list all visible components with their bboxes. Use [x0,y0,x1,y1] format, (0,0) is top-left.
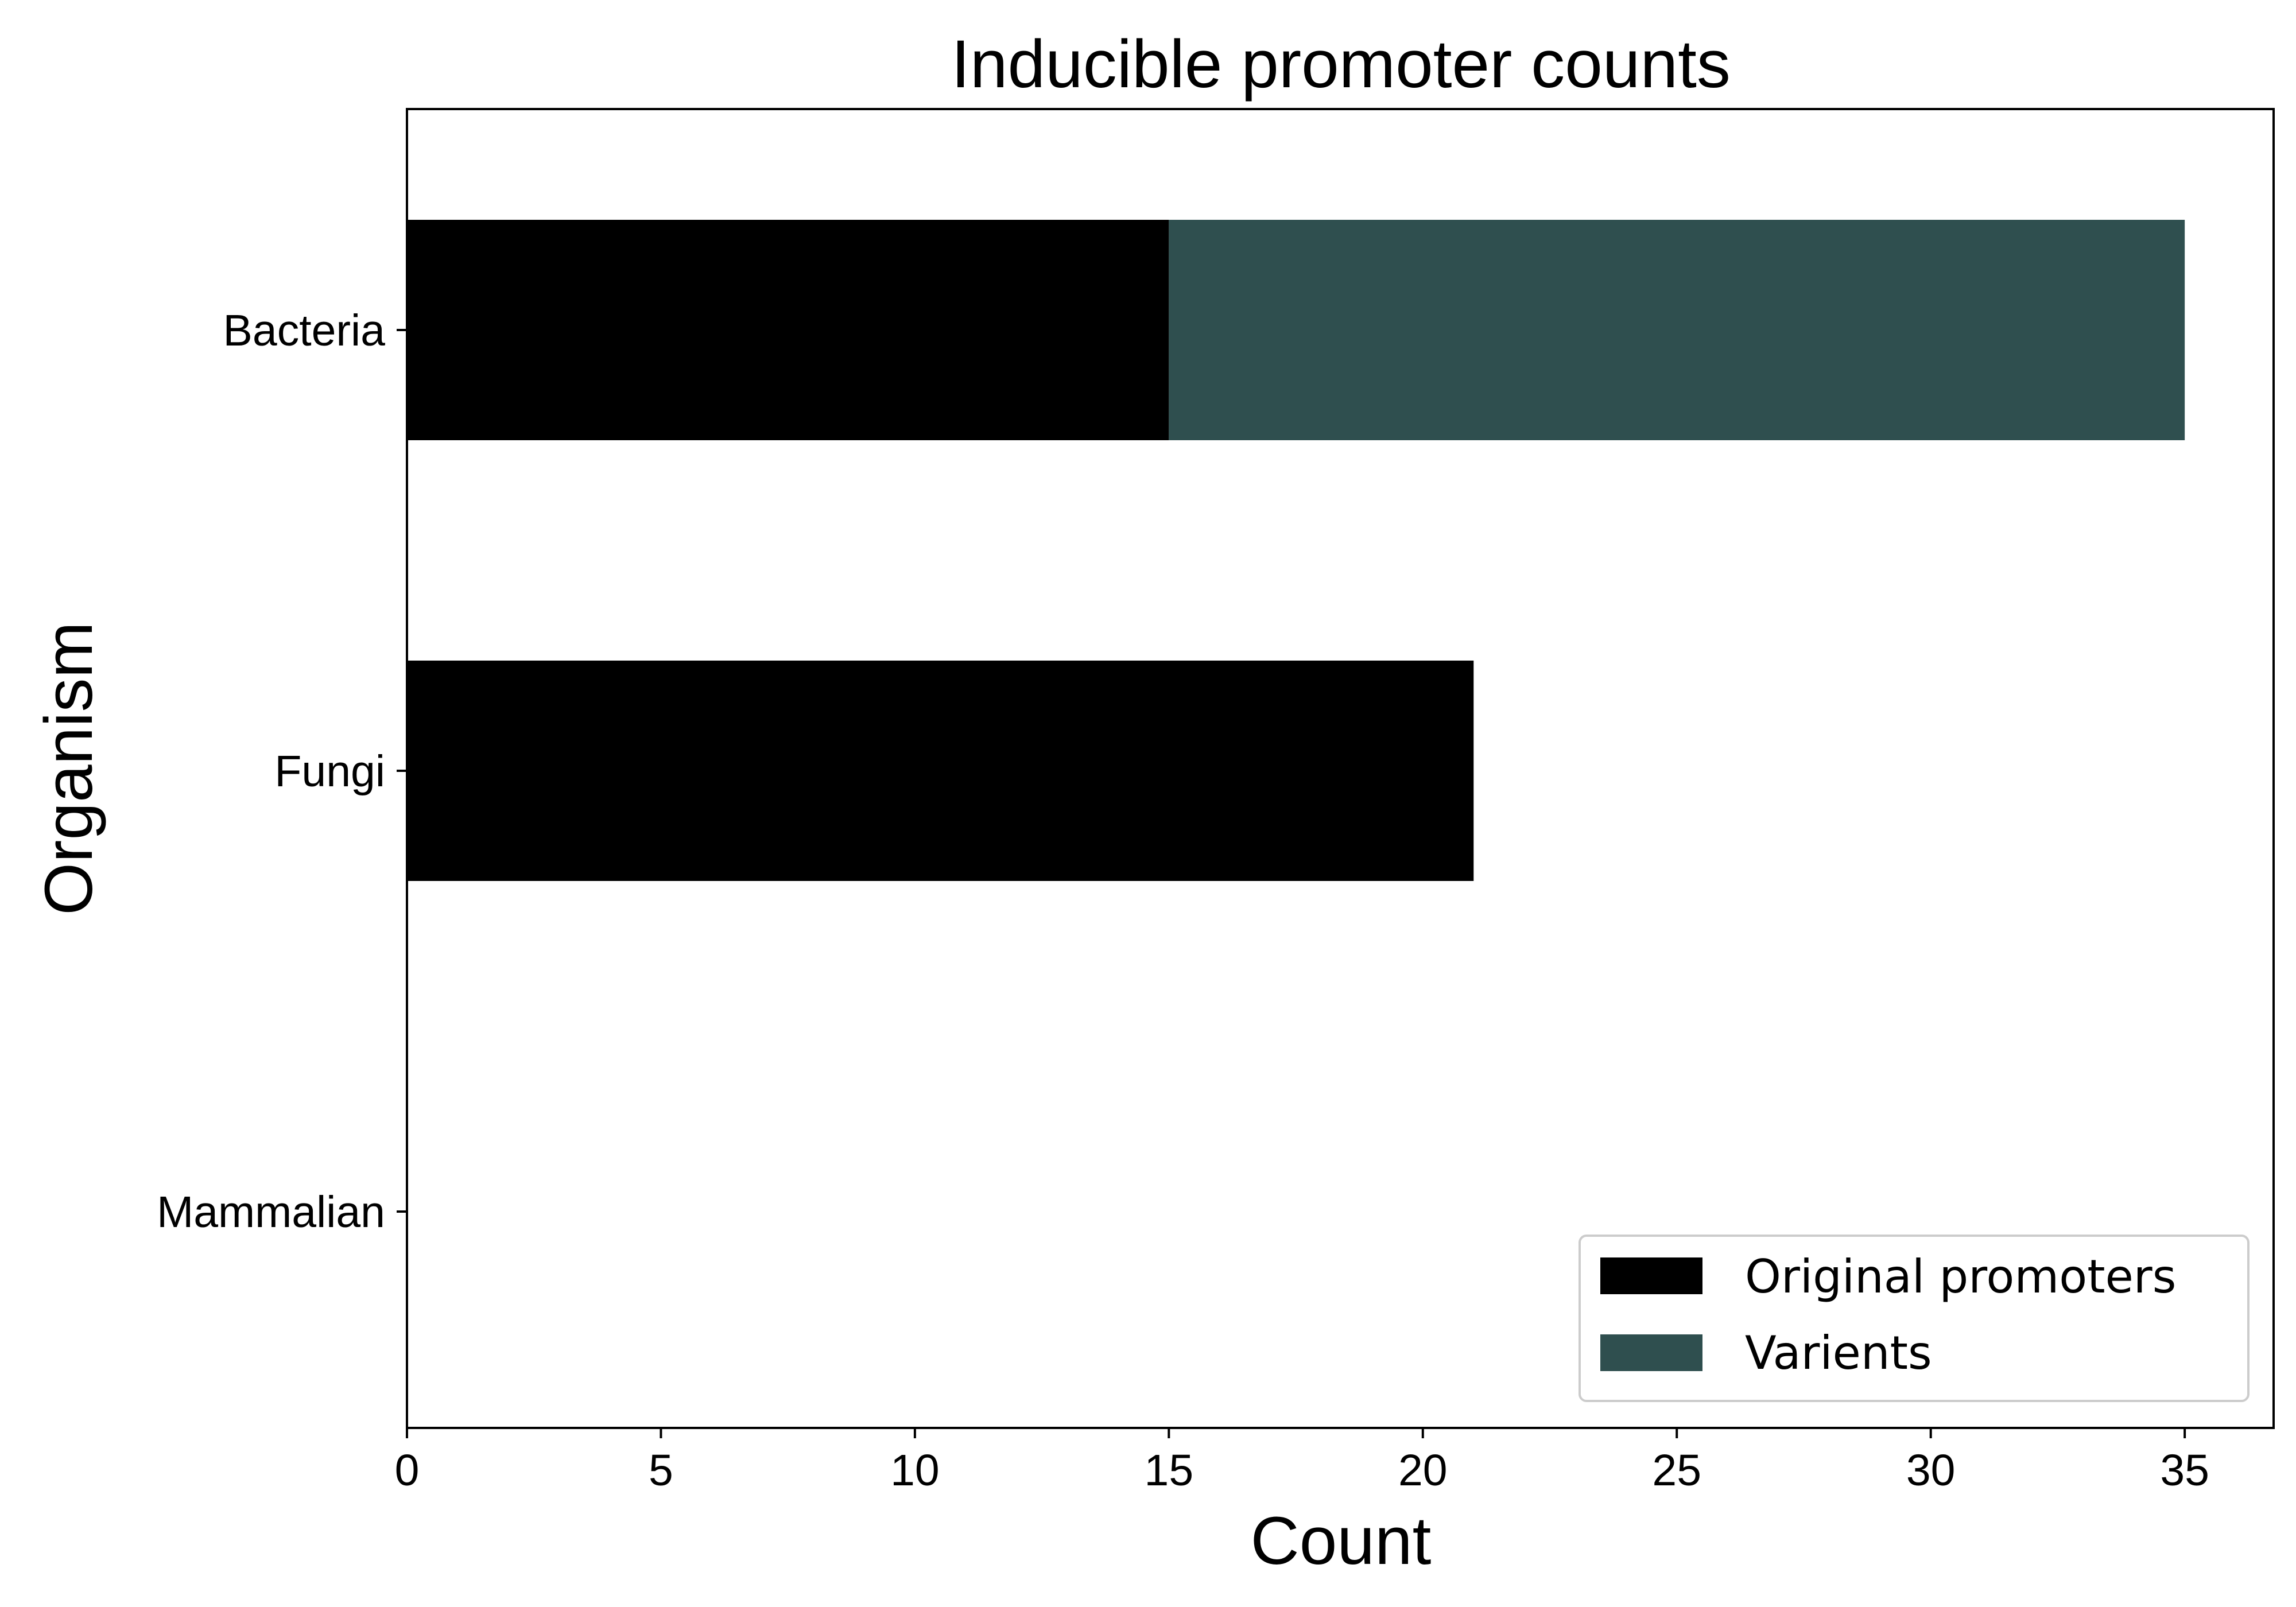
x-tick-label: 20 [1398,1446,1448,1495]
x-axis-ticks: 0 5 10 15 20 25 30 35 [395,1428,2209,1495]
x-tick-label: 35 [2160,1446,2209,1495]
bar-fungi-original-promoters [407,661,1474,881]
bar-bacteria-varients [1169,220,2185,440]
legend-swatch-varients [1600,1334,1702,1371]
plot-frame [406,108,2275,1429]
legend-frame [1578,1235,2250,1402]
x-tick-label: 15 [1145,1446,1194,1495]
legend-swatch-original-promoters [1600,1257,1702,1294]
x-axis-label: Count [1251,1503,1432,1579]
x-tick-label: 10 [890,1446,940,1495]
y-tick-label: Fungi [274,747,385,796]
legend-label-original-promoters: Original promoters [1745,1250,2176,1303]
y-tick-label: Mammalian [157,1187,385,1237]
chart-title: Inducible promoter counts [951,26,1731,102]
bars-group [407,220,2185,881]
x-tick-label: 0 [395,1446,420,1495]
y-tick-label: Bacteria [223,306,386,355]
legend-label-varients: Varients [1745,1326,1932,1380]
y-axis-ticks: Bacteria Fungi Mammalian [157,306,407,1237]
bar-bacteria-original-promoters [407,220,1169,440]
x-tick-label: 30 [1906,1446,1956,1495]
legend: Original promoters Varients [1578,1235,2250,1402]
x-tick-label: 25 [1652,1446,1701,1495]
y-axis-label: Organism [31,622,107,915]
x-tick-label: 5 [649,1446,673,1495]
